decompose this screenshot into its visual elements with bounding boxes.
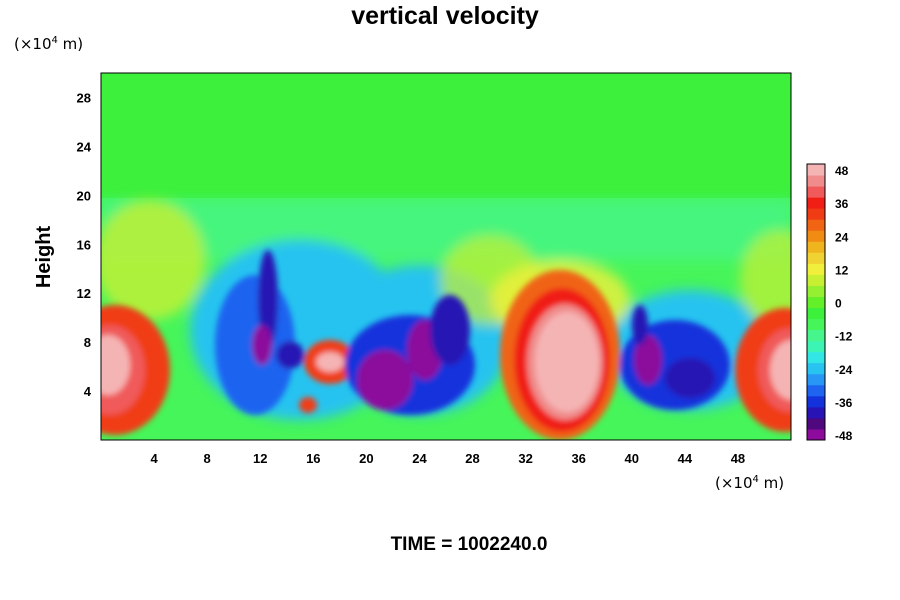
x-tick-label: 44 (678, 451, 693, 466)
colorbar-swatch (807, 428, 825, 441)
x-tick-label: 16 (306, 451, 320, 466)
colorbar-swatch (807, 219, 825, 231)
colorbar-swatch (807, 197, 825, 209)
colorbar-swatch (807, 208, 825, 220)
y-tick-labels: 4 8 12 16 20 24 28 (77, 90, 92, 399)
colorbar-tick-label: -36 (835, 396, 853, 410)
colorbar-swatch (807, 329, 825, 342)
x-tick-label: 48 (731, 451, 745, 466)
colorbar-swatch (807, 175, 825, 187)
heatmap-field (101, 73, 791, 440)
colorbar-swatch (807, 307, 825, 320)
x-tick-label: 8 (204, 451, 211, 466)
y-tick-label: 28 (77, 90, 91, 105)
y-tick-label: 8 (84, 335, 91, 350)
y-tick-label: 24 (77, 139, 92, 154)
colorbar-tick-label: 12 (835, 263, 849, 277)
colorbar-swatch (807, 351, 825, 364)
x-axis-unit: (×104 m) (715, 474, 784, 492)
colorbar-swatch (807, 395, 825, 408)
colorbar-tick-label: 0 (835, 297, 842, 311)
cores (101, 250, 791, 440)
colorbar-swatch (807, 285, 825, 297)
colorbar-swatch (807, 417, 825, 430)
colorbar-swatch (807, 164, 825, 176)
colorbar-swatch (807, 186, 825, 198)
y-tick-label: 12 (77, 286, 91, 301)
x-tick-label: 12 (253, 451, 267, 466)
colorbar-swatch (807, 384, 825, 397)
y-tick-label: 16 (77, 237, 91, 252)
x-tick-label: 24 (412, 451, 427, 466)
y-axis-label: Height (33, 226, 55, 289)
x-tick-label: 32 (518, 451, 532, 466)
x-tick-label: 4 (150, 451, 158, 466)
time-label: TIME = 1002240.0 (391, 534, 548, 555)
colorbar-swatch (807, 318, 825, 331)
colorbar-tick-label: -24 (835, 363, 853, 377)
colorbar-swatch (807, 296, 825, 309)
colorbar-tick-label: -48 (835, 429, 853, 443)
colorbar (806, 163, 826, 441)
y-axis-unit: (×104 m) (14, 35, 83, 53)
colorbar-tick-label: 24 (835, 230, 849, 244)
colorbar-swatch (807, 263, 825, 275)
x-tick-label: 28 (465, 451, 479, 466)
x-tick-labels: 4 8 12 16 20 24 28 32 36 40 44 48 (150, 451, 745, 466)
colorbar-swatch (807, 230, 825, 242)
y-tick-label: 20 (77, 188, 91, 203)
colorbar-tick-label: 48 (835, 164, 849, 178)
colorbar-swatch (807, 406, 825, 419)
upper-layer (101, 73, 791, 198)
colorbar-frame (806, 163, 826, 441)
colorbar-tick-label: -12 (835, 330, 853, 344)
chart-title: vertical velocity (351, 2, 539, 30)
colorbar-tick-labels: 48 36 24 12 0 -12 -24 -36 -48 (835, 164, 853, 443)
colorbar-swatch (807, 274, 825, 286)
plot-frame (100, 72, 792, 441)
x-tick-label: 20 (359, 451, 373, 466)
colorbar-swatch (807, 241, 825, 253)
colorbar-swatch (807, 252, 825, 264)
x-tick-label: 36 (571, 451, 585, 466)
colorbar-swatch (807, 373, 825, 386)
y-tick-label: 4 (84, 384, 92, 399)
colorbar-swatch (807, 340, 825, 353)
x-tick-label: 40 (625, 451, 639, 466)
colorbar-swatch (807, 362, 825, 375)
colorbar-tick-label: 36 (835, 197, 849, 211)
